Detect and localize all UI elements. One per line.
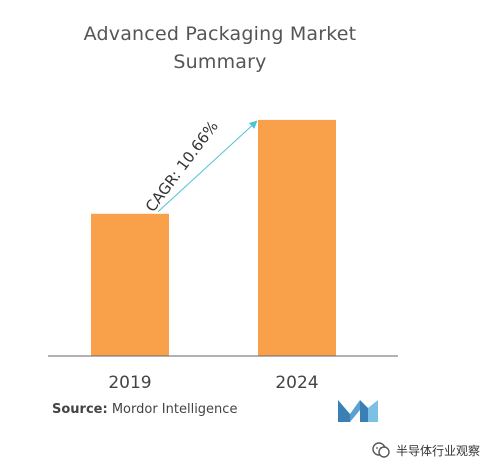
cagr-arrow: [157, 120, 258, 213]
chart-title-line-2: Summary: [173, 51, 267, 73]
chart-title: Advanced Packaging Market Summary: [0, 20, 440, 76]
source-text: Mordor Intelligence: [111, 402, 238, 417]
source-label: Source:: [52, 402, 108, 417]
bar-2019: [91, 213, 169, 356]
bar-2024: [258, 119, 336, 357]
bar-chart: 2019 2024 CAGR: 10.66%: [48, 117, 398, 393]
source-note: Source: Mordor Intelligence: [52, 402, 237, 417]
x-tick-label-2019: 2019: [108, 373, 151, 393]
wechat-icon: [372, 442, 390, 458]
x-tick-labels: 2019 2024: [108, 373, 318, 393]
mordor-intelligence-logo-icon: [338, 400, 378, 422]
watermark: 半导体行业观察: [372, 440, 480, 460]
x-tick-label-2024: 2024: [275, 373, 318, 393]
cagr-annotation: CAGR: 10.66%: [142, 117, 222, 215]
bars-group: [91, 119, 336, 357]
watermark-text: 半导体行业观察: [396, 443, 481, 458]
chart-title-line-1: Advanced Packaging Market: [83, 23, 357, 45]
